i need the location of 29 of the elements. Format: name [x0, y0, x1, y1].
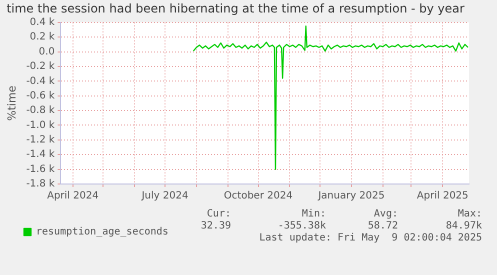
text: Last update: Fri May 9 02:00:04 2025 — [259, 232, 482, 244]
y-tick-label: -0.2 k — [26, 61, 55, 72]
y-tick-label: 0.4 k — [30, 16, 55, 28]
text: 32.39 — [200, 220, 231, 232]
legend-label: resumption_age_seconds — [36, 226, 168, 238]
y-tick-label: -0.4 k — [26, 76, 55, 87]
x-tick-label: January 2025 — [317, 190, 385, 202]
x-tick-label: July 2024 — [140, 190, 188, 202]
y-tick-label: 0.2 k — [30, 32, 55, 43]
x-tick-label: April 2025 — [416, 190, 468, 202]
text: 84.97k — [446, 220, 482, 232]
x-tick-label: October 2024 — [224, 190, 293, 202]
y-tick-label: -0.6 k — [26, 90, 55, 102]
text: Cur: — [206, 208, 231, 220]
text: Min: — [302, 208, 326, 220]
y-tick-label: -1.0 k — [26, 120, 55, 131]
chart-title: time the session had been hibernating at the time of a resumption - by year — [6, 1, 464, 16]
y-tick-label: -1.4 k — [26, 149, 55, 160]
text: 58.72 — [368, 220, 398, 232]
y-axis-title: %time — [5, 85, 18, 121]
x-tick-label: April 2024 — [47, 190, 99, 202]
text: Max: — [458, 208, 482, 220]
y-tick-label: -1.6 k — [26, 164, 55, 175]
y-tick-label: -1.8 k — [26, 178, 55, 190]
y-tick-label: 0.0 — [38, 46, 55, 58]
text: Avg: — [374, 208, 398, 220]
y-tick-label: -1.2 k — [26, 134, 55, 146]
y-tick-label: -0.8 k — [26, 105, 55, 116]
text: -355.38k — [278, 220, 326, 232]
